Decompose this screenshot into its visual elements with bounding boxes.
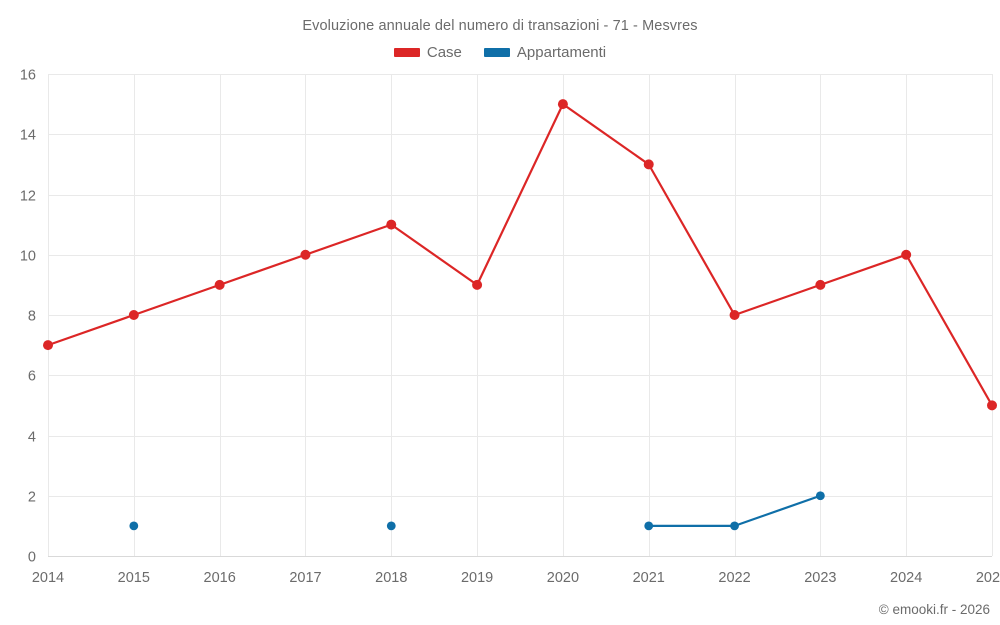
legend-swatch-appartamenti: [483, 48, 510, 57]
data-point[interactable]: [214, 279, 225, 290]
data-point[interactable]: [815, 279, 826, 290]
series-line-path: [647, 494, 822, 527]
y-axis-tick-label: 8: [28, 309, 36, 325]
data-point[interactable]: [557, 99, 568, 110]
y-axis-tick-label: 12: [20, 189, 36, 205]
series-case: [43, 99, 997, 411]
data-point[interactable]: [129, 521, 139, 531]
y-axis-tick-label: 4: [28, 430, 36, 446]
legend-label-appartamenti: Appartamenti: [516, 44, 607, 61]
data-point[interactable]: [730, 521, 739, 531]
x-axis-tick-label: 2020: [547, 570, 579, 586]
data-point[interactable]: [901, 249, 912, 260]
y-axis-tick-label: 6: [28, 369, 36, 385]
legend-item-case[interactable]: Case: [393, 44, 462, 61]
data-point[interactable]: [987, 400, 997, 411]
data-point[interactable]: [386, 219, 397, 230]
x-axis-tick-label: 2021: [633, 570, 665, 586]
x-axis-tick-label: 2015: [118, 570, 150, 586]
data-point[interactable]: [300, 249, 311, 260]
x-axis-tick-label: 2017: [289, 570, 321, 586]
chart-legend: Case Appartamenti: [0, 44, 1000, 61]
y-axis-tick-label: 10: [20, 249, 36, 265]
legend-item-appartamenti[interactable]: Appartamenti: [483, 44, 607, 61]
legend-label-case: Case: [426, 44, 462, 61]
legend-swatch-case: [393, 48, 420, 57]
data-point[interactable]: [643, 159, 654, 170]
data-point[interactable]: [472, 279, 483, 290]
data-point[interactable]: [644, 521, 654, 531]
data-point[interactable]: [815, 491, 825, 501]
series-line-path: [46, 103, 994, 407]
data-point[interactable]: [128, 310, 139, 320]
x-axis-tick-label: 2022: [718, 570, 750, 586]
grid-lines: 0 2 4 6 8 10 12 14 16 2014 2015 2016 2017 2018 2019 202…: [20, 68, 1000, 587]
x-axis-tick-label: 2024: [890, 570, 922, 586]
copyright-credit: © emooki.fr - 2026: [878, 602, 990, 617]
y-axis-tick-label: 14: [20, 128, 36, 144]
chart-title: Evoluzione annuale del numero di transaz…: [302, 18, 698, 34]
x-axis-tick-label: 2016: [204, 570, 236, 586]
x-axis-tick-label: 2018: [375, 570, 407, 586]
x-axis-tick-label: 2025: [976, 570, 1000, 586]
y-axis-tick-label: 16: [20, 68, 36, 84]
series-appartamenti: [129, 491, 825, 531]
data-point[interactable]: [729, 310, 740, 320]
data-point[interactable]: [43, 340, 53, 351]
x-axis-tick-label: 2019: [461, 570, 493, 586]
y-axis-tick-label: 0: [28, 550, 36, 566]
data-point[interactable]: [386, 521, 396, 531]
x-axis-tick-label: 2023: [804, 570, 836, 586]
x-axis-tick-label: 2014: [32, 570, 64, 586]
y-axis-tick-label: 2: [28, 490, 36, 506]
